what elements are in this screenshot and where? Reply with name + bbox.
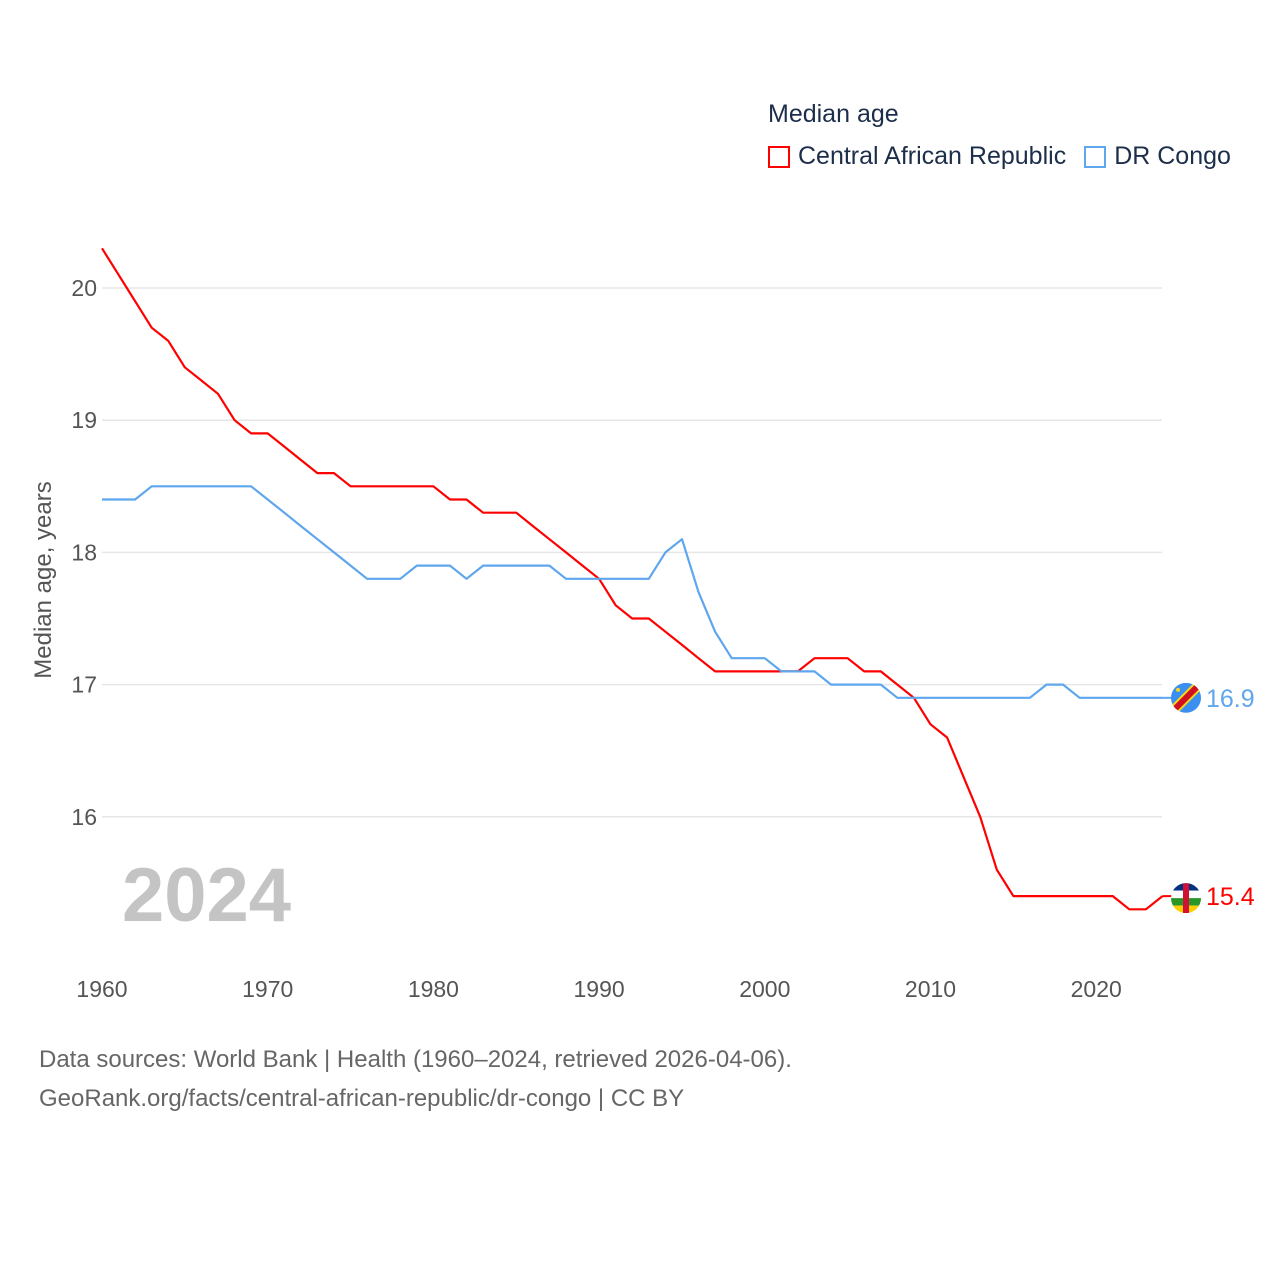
y-tick-label: 16 xyxy=(71,804,97,830)
central-african-republic-flag-icon xyxy=(1171,883,1201,914)
x-tick-label: 2010 xyxy=(905,976,956,1002)
x-tick-label: 1980 xyxy=(408,976,459,1002)
end-value-label: 15.4 xyxy=(1206,883,1255,911)
legend-swatch-car xyxy=(768,145,790,168)
end-value-label: 16.9 xyxy=(1206,685,1255,713)
x-tick-label: 1960 xyxy=(76,976,127,1002)
y-tick-label: 17 xyxy=(71,672,97,698)
legend: Central African Republic DR Congo xyxy=(768,142,1249,171)
legend-label-drc: DR Congo xyxy=(1114,142,1231,170)
y-axis-label: Median age, years xyxy=(30,481,57,678)
y-tick-label: 18 xyxy=(71,539,97,565)
y-tick-label: 19 xyxy=(71,407,97,433)
legend-label-car: Central African Republic xyxy=(798,142,1067,170)
x-tick-label: 2020 xyxy=(1071,976,1122,1002)
dr-congo-flag-icon xyxy=(1171,682,1201,713)
x-tick-label: 1970 xyxy=(242,976,293,1002)
data-sources: Data sources: World Bank | Health (1960–… xyxy=(39,1046,792,1073)
series-line-car xyxy=(101,247,1164,911)
y-tick-label: 20 xyxy=(71,275,97,301)
x-tick-label: 1990 xyxy=(574,976,625,1002)
legend-item-car[interactable]: Central African Republic xyxy=(768,142,1066,171)
x-tick-label: 2000 xyxy=(739,976,790,1002)
series-line-drc xyxy=(102,485,1163,699)
source-url[interactable]: GeoRank.org/facts/central-african-republ… xyxy=(39,1085,685,1112)
legend-title: Median age xyxy=(768,100,899,128)
year-watermark: 2024 xyxy=(122,853,292,938)
legend-swatch-drc xyxy=(1084,145,1107,168)
legend-item-drc[interactable]: DR Congo xyxy=(1084,142,1231,171)
